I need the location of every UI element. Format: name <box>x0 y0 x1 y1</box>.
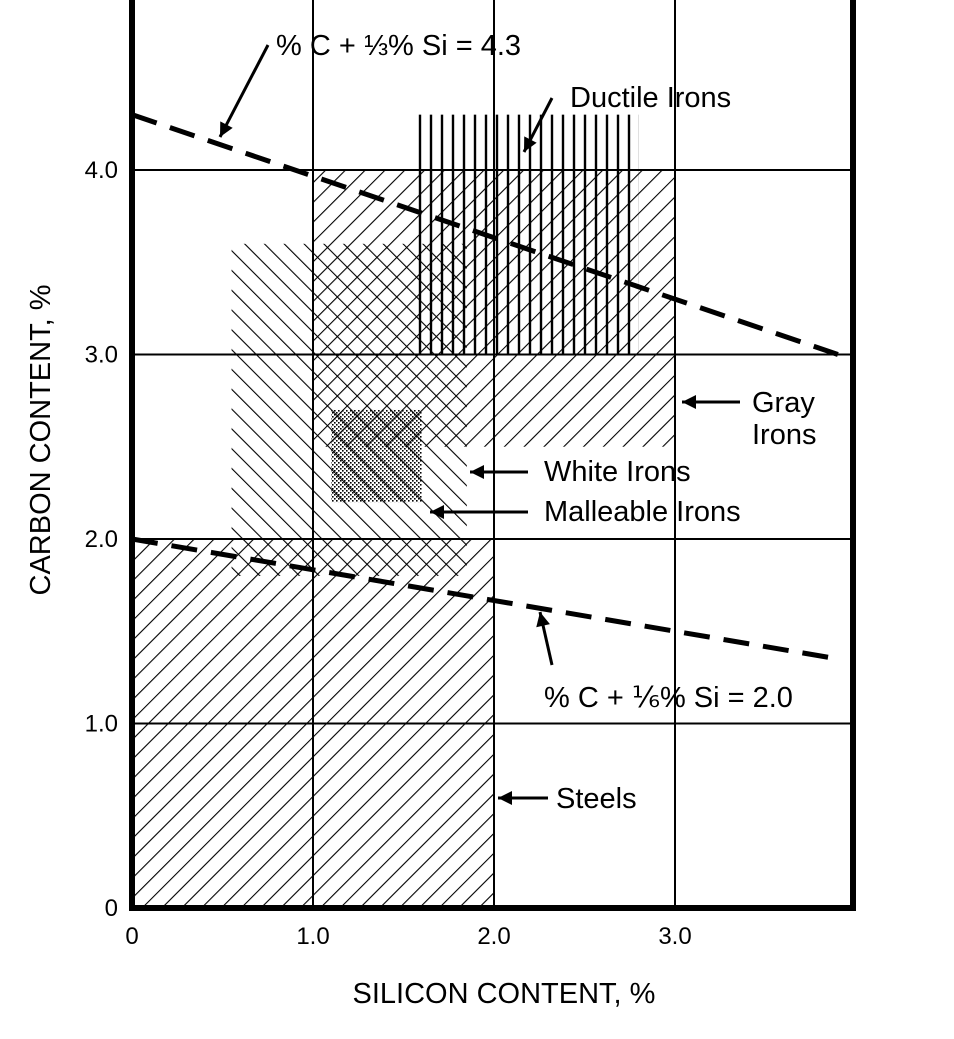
label-white-irons: White Irons <box>544 456 691 488</box>
arrow-head <box>536 612 550 628</box>
regions <box>132 114 675 908</box>
arrow-upper-line <box>218 44 270 138</box>
arrow-head <box>220 121 233 137</box>
upper-limit-line <box>131 112 839 357</box>
y-tick-label: 0 <box>105 895 118 922</box>
y-tick-label: 4.0 <box>85 157 118 184</box>
label-irons: Irons <box>752 419 816 451</box>
label-ductile-irons: Ductile Irons <box>570 82 731 114</box>
region-ductile-irons <box>412 114 639 355</box>
arrow-head <box>498 791 512 805</box>
label-malleable-irons: Malleable Irons <box>544 496 741 528</box>
x-tick-label: 1.0 <box>296 923 329 950</box>
y-axis-title: CARBON CONTENT, % <box>25 285 57 596</box>
x-tick-label: 0 <box>125 923 138 950</box>
tick-labels: 0 1.0 2.0 3.0 0 1.0 2.0 3.0 4.0 <box>85 157 692 950</box>
y-tick-label: 3.0 <box>85 342 118 369</box>
x-tick-label: 3.0 <box>658 923 691 950</box>
label-steels: Steels <box>556 783 637 815</box>
annotation-arrows <box>218 44 740 805</box>
line-label-lower: % C + ⅙% Si = 2.0 <box>544 682 793 714</box>
label-gray: Gray <box>752 387 815 419</box>
y-tick-label: 2.0 <box>85 526 118 553</box>
arrow-head <box>682 395 696 409</box>
arrow-head <box>524 136 537 152</box>
x-tick-label: 2.0 <box>477 923 510 950</box>
y-tick-label: 1.0 <box>85 711 118 738</box>
equation-lines <box>131 112 839 662</box>
arrow-head <box>470 465 484 479</box>
line-label-upper: % C + ⅓% Si = 4.3 <box>276 30 521 62</box>
region-steels <box>132 539 494 908</box>
x-axis-title: SILICON CONTENT, % <box>353 978 656 1010</box>
arrow-head <box>430 505 444 519</box>
plot-frame <box>129 0 856 911</box>
region-malleable-irons <box>331 409 422 503</box>
